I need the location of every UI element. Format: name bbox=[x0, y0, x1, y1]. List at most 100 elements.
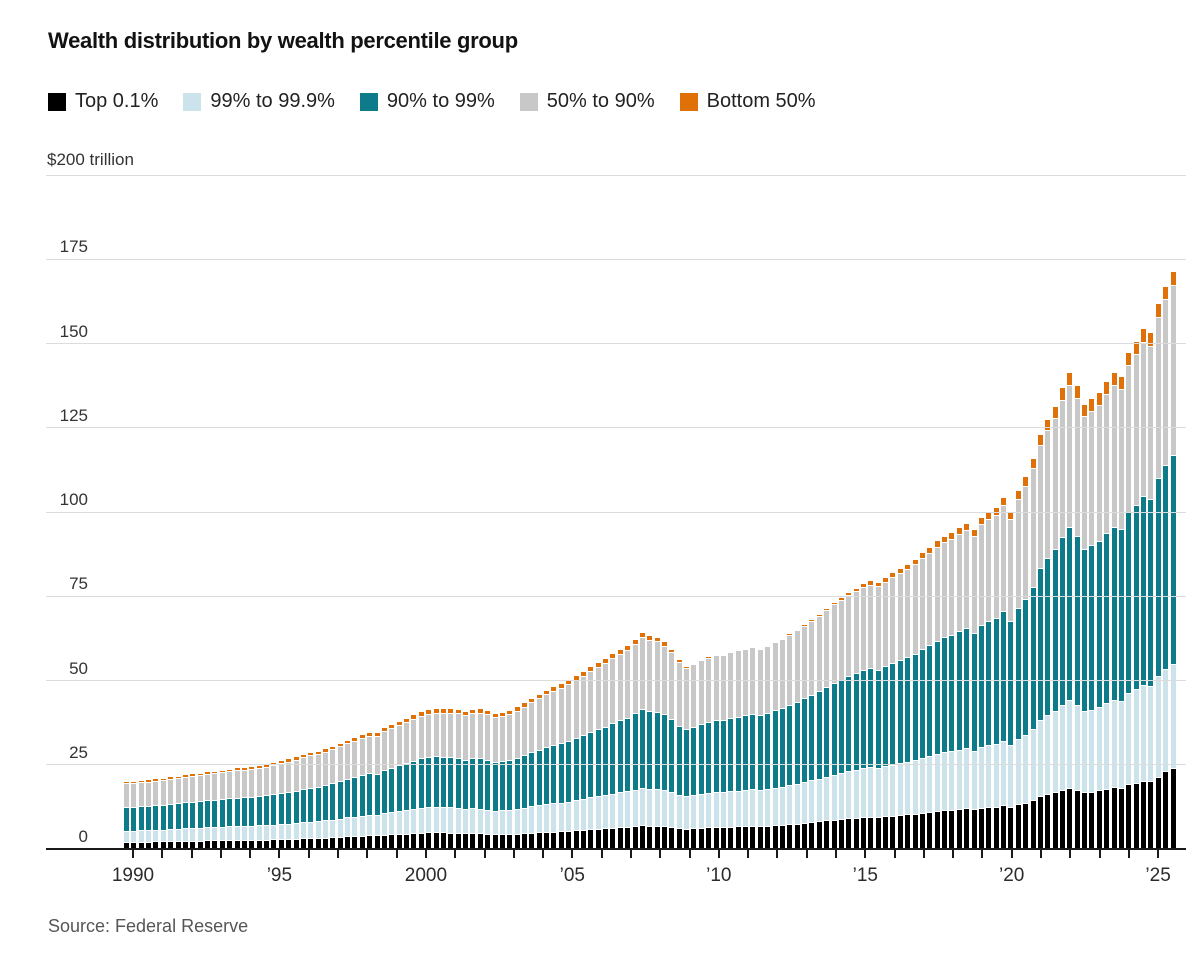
bar-segment bbox=[868, 768, 874, 818]
bar-quarter-73 bbox=[662, 642, 667, 848]
bar-segment bbox=[404, 810, 410, 835]
bar-segment bbox=[359, 776, 365, 817]
bar-segment bbox=[529, 807, 535, 834]
x-tick-1993 bbox=[219, 850, 222, 858]
bar-segment bbox=[286, 824, 292, 840]
x-axis-label-1995: ’95 bbox=[266, 865, 293, 886]
bar-segment bbox=[978, 525, 984, 626]
bar-segment bbox=[787, 635, 793, 707]
bar-segment bbox=[249, 798, 255, 828]
bar-segment bbox=[448, 709, 454, 714]
bar-segment bbox=[227, 772, 233, 800]
bar-segment bbox=[669, 827, 675, 848]
x-tick-2023 bbox=[1098, 850, 1101, 858]
bar-segment bbox=[264, 764, 270, 768]
bar-quarter-59 bbox=[558, 683, 564, 848]
bar-segment bbox=[160, 842, 166, 848]
bar-segment bbox=[1148, 346, 1154, 500]
bar-segment bbox=[720, 828, 726, 848]
bar-quarter-0 bbox=[124, 782, 129, 848]
bar-segment bbox=[448, 713, 454, 759]
bar-segment bbox=[182, 775, 188, 778]
bar-segment bbox=[610, 828, 616, 848]
bar-segment bbox=[743, 649, 749, 717]
bar-segment bbox=[1089, 710, 1095, 793]
bar-quarter-104 bbox=[890, 573, 896, 848]
bar-segment bbox=[890, 816, 896, 848]
bar-segment bbox=[779, 787, 785, 826]
bar-quarter-63 bbox=[588, 667, 594, 848]
bar-segment bbox=[168, 829, 174, 842]
bar-quarter-101 bbox=[868, 581, 874, 848]
bar-segment bbox=[337, 782, 343, 820]
source-note: Source: Federal Reserve bbox=[48, 916, 249, 936]
bar-segment bbox=[1111, 386, 1117, 528]
bar-segment bbox=[853, 588, 859, 592]
bar-segment bbox=[1008, 520, 1014, 622]
bar-segment bbox=[816, 822, 822, 848]
bar-segment bbox=[757, 827, 763, 848]
plot-area: 175 150 125 100 75 50 25 0 1990 ’95 2000 ’05 ’10 ’15 ’… bbox=[46, 174, 1186, 886]
bar-segment bbox=[662, 827, 667, 848]
y-axis-top-label: $200 trillion bbox=[47, 150, 134, 169]
y-tick-label-175: 175 bbox=[59, 237, 88, 257]
bar-segment bbox=[138, 831, 144, 843]
x-tick-2007 bbox=[629, 850, 632, 858]
bar-segment bbox=[654, 642, 660, 713]
bar-segment bbox=[779, 825, 785, 848]
bar-segment bbox=[816, 614, 822, 617]
bar-segment bbox=[190, 828, 196, 842]
bar-segment bbox=[418, 716, 424, 760]
bar-quarter-12 bbox=[212, 771, 218, 848]
bar-segment bbox=[603, 796, 609, 830]
bar-segment bbox=[426, 758, 432, 808]
bar-segment bbox=[131, 831, 137, 843]
bar-segment bbox=[1074, 790, 1080, 848]
bar-segment bbox=[1096, 707, 1102, 792]
bar-segment bbox=[1089, 399, 1095, 412]
x-axis-label-2015: ’15 bbox=[852, 865, 878, 886]
legend-label-50-to-90: 50% to 90% bbox=[546, 90, 655, 112]
bar-quarter-53 bbox=[514, 707, 520, 848]
bar-segment bbox=[1126, 353, 1132, 367]
bar-quarter-22 bbox=[286, 759, 292, 848]
bar-segment bbox=[993, 807, 999, 848]
bar-segment bbox=[1059, 706, 1065, 791]
bar-segment bbox=[919, 558, 925, 650]
bar-segment bbox=[809, 621, 815, 696]
bar-quarter-127 bbox=[1059, 388, 1065, 848]
bar-segment bbox=[750, 714, 756, 791]
bar-quarter-93 bbox=[809, 619, 815, 848]
bar-quarter-71 bbox=[647, 636, 653, 848]
bar-segment bbox=[286, 839, 292, 848]
bar-quarter-45 bbox=[455, 709, 461, 848]
bar-quarter-132 bbox=[1096, 393, 1102, 848]
bar-segment bbox=[971, 634, 977, 752]
bar-segment bbox=[337, 743, 343, 748]
bar-quarter-10 bbox=[197, 773, 203, 848]
bar-segment bbox=[676, 726, 682, 796]
bar-segment bbox=[743, 827, 749, 848]
bar-segment bbox=[529, 753, 535, 808]
bar-segment bbox=[271, 766, 277, 796]
bar-segment bbox=[212, 800, 218, 829]
bar-segment bbox=[389, 812, 395, 836]
bar-segment bbox=[1001, 505, 1007, 612]
bar-segment bbox=[588, 732, 594, 799]
bar-quarter-38 bbox=[404, 718, 410, 848]
bar-segment bbox=[728, 718, 734, 793]
bar-segment bbox=[470, 709, 476, 714]
bar-segment bbox=[558, 743, 564, 804]
bar-segment bbox=[190, 802, 196, 829]
bar-segment bbox=[315, 751, 321, 756]
bar-segment bbox=[124, 831, 129, 843]
bar-segment bbox=[381, 813, 387, 836]
bar-segment bbox=[433, 713, 439, 758]
bar-segment bbox=[1133, 783, 1139, 848]
bar-segment bbox=[146, 831, 152, 843]
bar-quarter-64 bbox=[595, 662, 601, 848]
bar-segment bbox=[1141, 329, 1147, 344]
bar-segment bbox=[1052, 711, 1058, 794]
bar-segment bbox=[905, 815, 911, 848]
bar-segment bbox=[197, 773, 203, 777]
